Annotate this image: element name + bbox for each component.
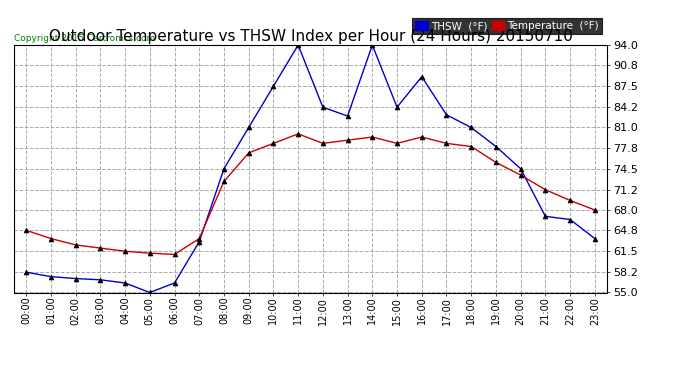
Title: Outdoor Temperature vs THSW Index per Hour (24 Hours) 20150710: Outdoor Temperature vs THSW Index per Ho… <box>48 29 573 44</box>
Text: Copyright 2015 Cartronics.com: Copyright 2015 Cartronics.com <box>14 33 155 42</box>
Legend: THSW  (°F), Temperature  (°F): THSW (°F), Temperature (°F) <box>412 18 602 34</box>
